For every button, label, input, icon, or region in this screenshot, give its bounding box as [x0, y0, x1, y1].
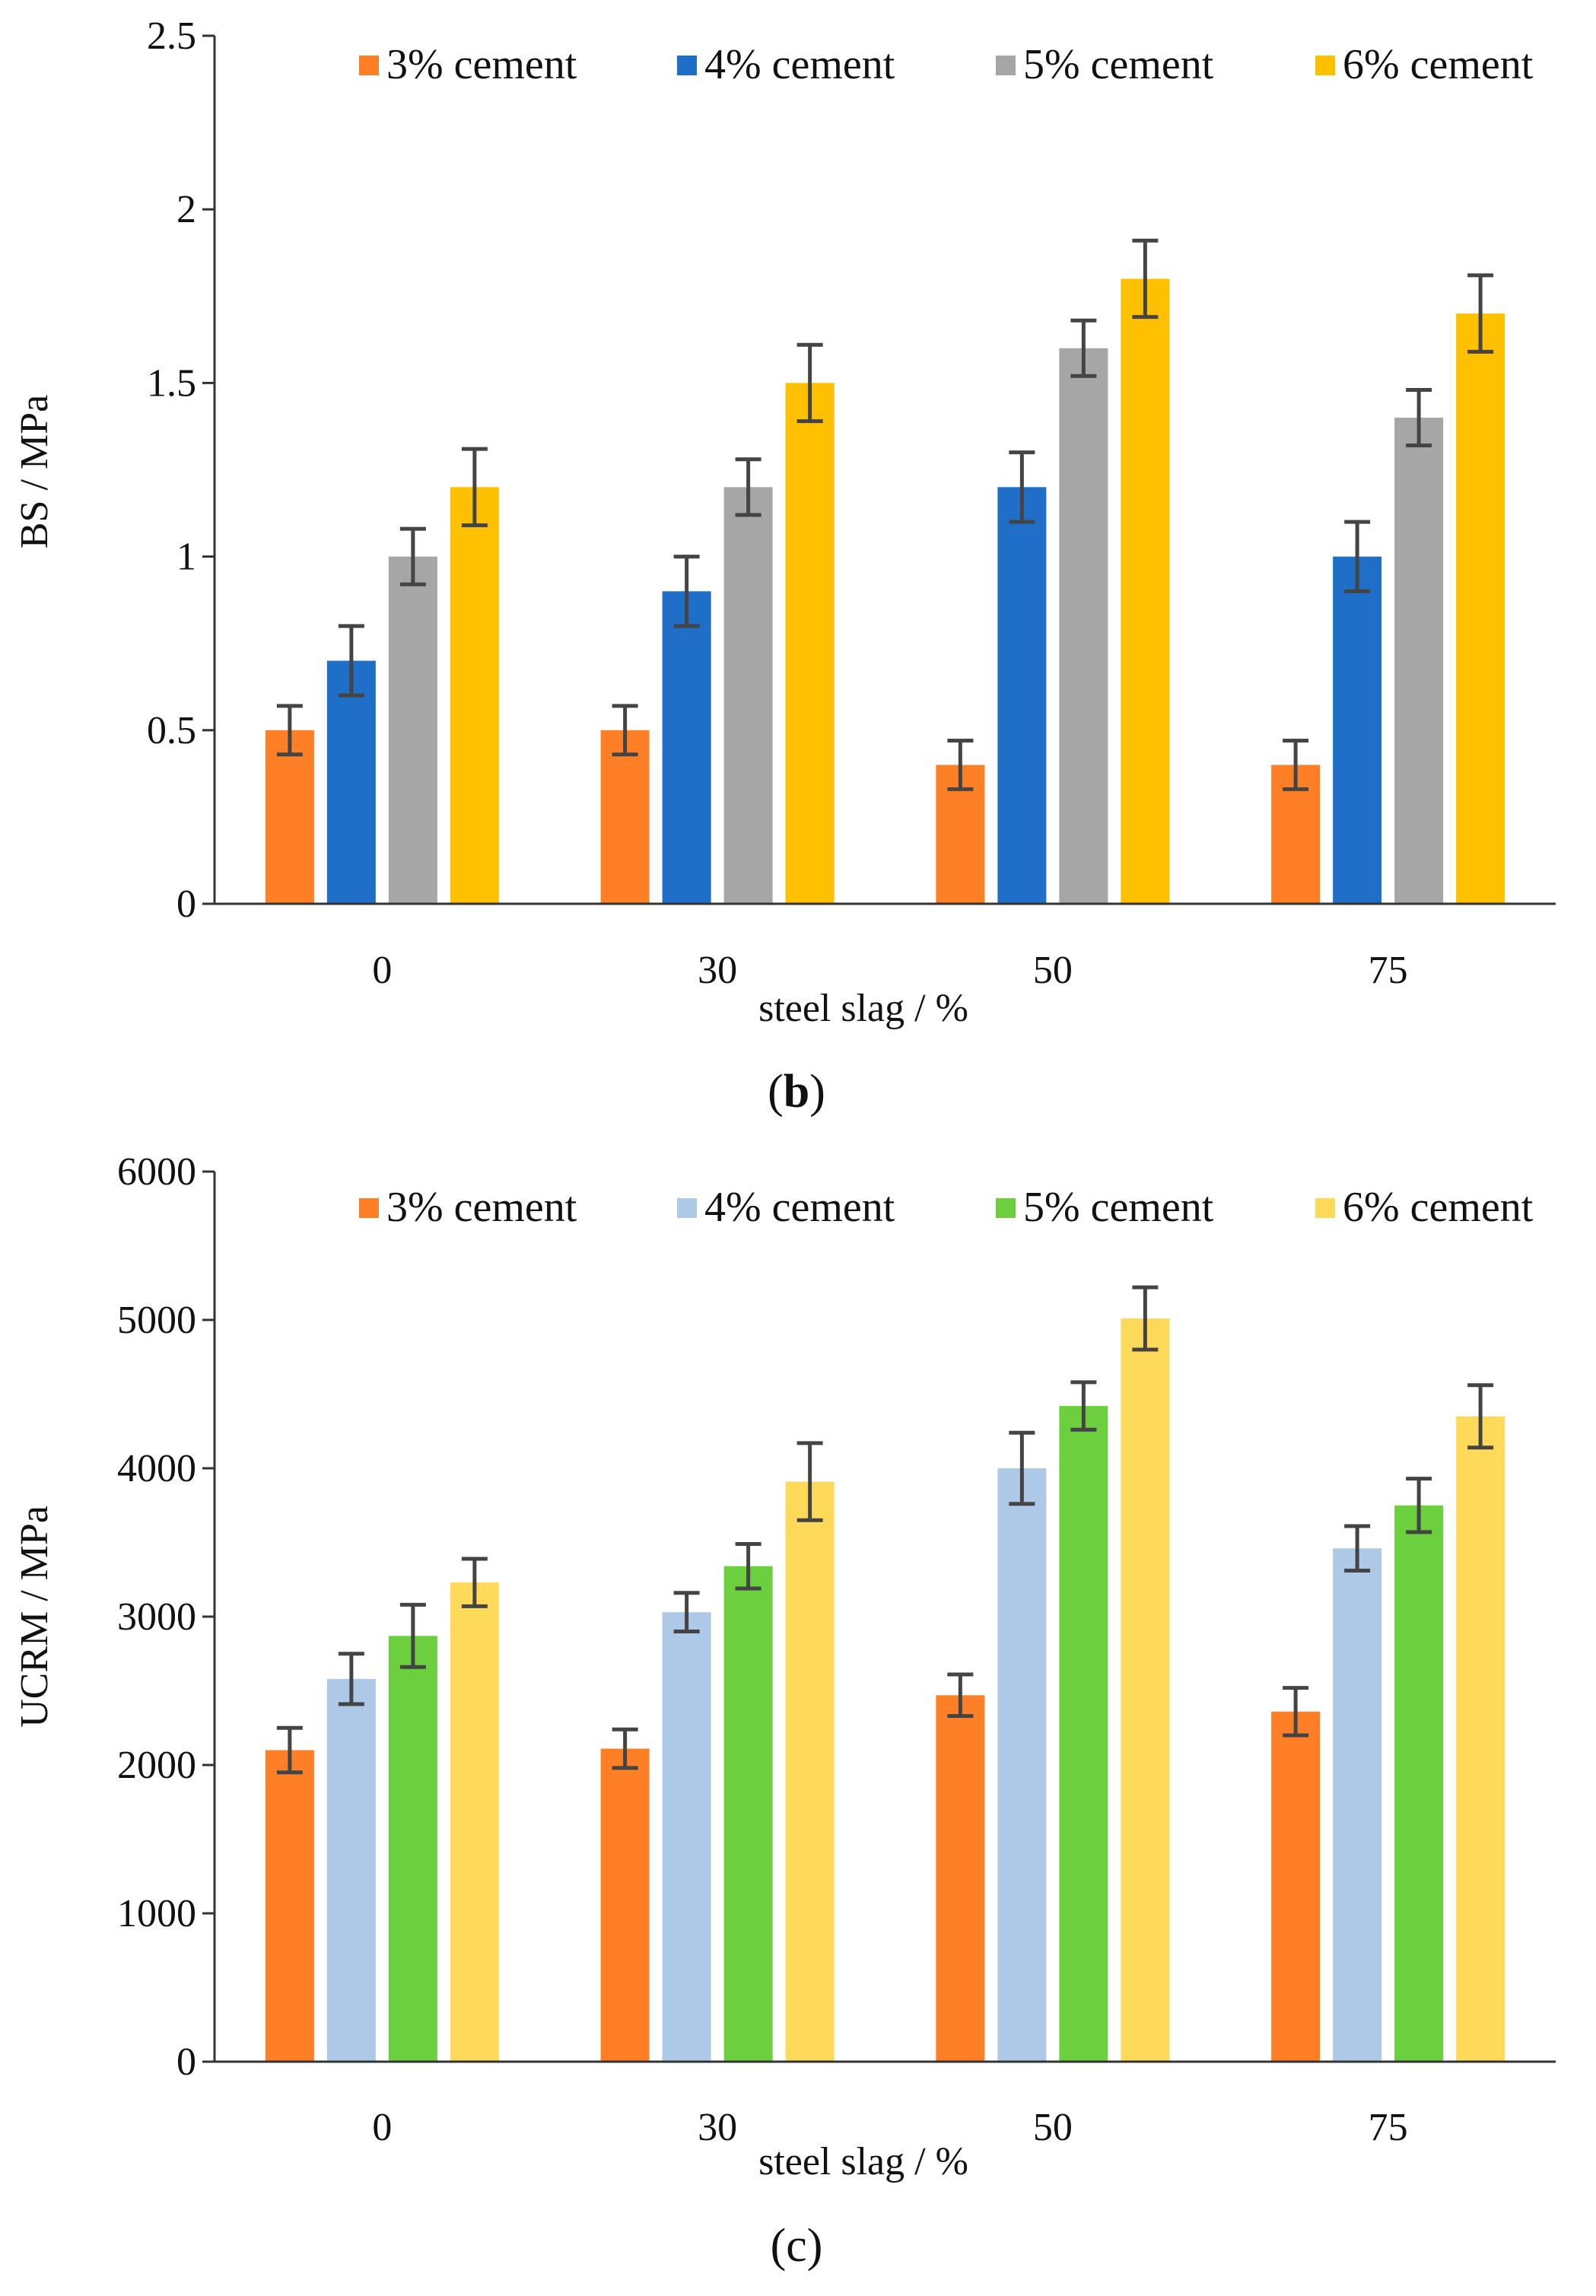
- legend-label-b: 6% cement: [1343, 41, 1534, 88]
- plot-area-c: 0 1000 2000 3000 4000 5000 6000 0 30 50 75 3% cemen…: [117, 1150, 1534, 2149]
- bar-c: [326, 1678, 376, 2062]
- bar-c: [388, 1636, 437, 2062]
- bar-c: [723, 1566, 773, 2062]
- x-tick-label-b: 50: [1033, 949, 1073, 992]
- x-tick-label-b: 0: [372, 949, 392, 992]
- y-tick-label-c: 1000: [117, 1892, 196, 1935]
- panel-label-c-letter: c: [786, 2220, 807, 2272]
- y-tick-label-c: 6000: [117, 1150, 196, 1194]
- legend-swatch-b: [996, 56, 1016, 75]
- legend-swatch-c: [996, 1198, 1016, 1218]
- y-tick-label-c: 0: [176, 2040, 196, 2084]
- bar-c: [936, 1695, 985, 2062]
- bar-b: [1121, 278, 1170, 905]
- y-tick-label-c: 3000: [117, 1595, 196, 1639]
- legend-label-b: 3% cement: [386, 41, 577, 88]
- panel-label-b: (b): [768, 1066, 825, 1118]
- bar-c: [1456, 1416, 1505, 2062]
- bar-c: [1121, 1318, 1170, 2062]
- y-tick-label-b: 0: [176, 882, 196, 926]
- x-tick-label-b: 30: [698, 949, 737, 992]
- bar-b: [997, 487, 1047, 904]
- bar-c: [1394, 1505, 1444, 2062]
- legend-label-b: 4% cement: [704, 41, 895, 88]
- bar-c: [997, 1468, 1047, 2062]
- y-tick-label-b: 2.5: [147, 14, 196, 58]
- x-tick-label-b: 75: [1369, 949, 1408, 992]
- bar-b: [1059, 348, 1108, 904]
- bar-b: [326, 660, 376, 904]
- y-tick-label-c: 2000: [117, 1744, 196, 1787]
- x-tick-label-c: 30: [698, 2106, 737, 2149]
- legend-label-c: 5% cement: [1023, 1184, 1214, 1231]
- legend-label-c: 4% cement: [704, 1184, 895, 1231]
- bar-c: [1333, 1548, 1382, 2062]
- bar-b: [1394, 418, 1444, 904]
- y-axis-title-c: UCRM / MPa: [13, 1506, 56, 1728]
- legend-label-b: 5% cement: [1023, 41, 1214, 88]
- x-axis-title-c: steel slag / %: [758, 2140, 968, 2183]
- x-tick-label-c: 75: [1369, 2106, 1408, 2149]
- bar-b: [450, 487, 499, 904]
- bar-c: [450, 1582, 499, 2062]
- x-tick-label-c: 0: [372, 2106, 392, 2149]
- y-tick-label-b: 1: [176, 536, 196, 579]
- y-axis-title-b: BS / MPa: [13, 395, 56, 549]
- bar-b: [662, 591, 711, 904]
- y-tick-label-b: 0.5: [147, 709, 196, 752]
- legend-label-c: 6% cement: [1343, 1184, 1534, 1231]
- bar-b: [1333, 556, 1382, 904]
- legend-label-c: 3% cement: [386, 1184, 577, 1231]
- y-tick-label-c: 5000: [117, 1299, 196, 1342]
- legend-swatch-c: [677, 1198, 697, 1218]
- bar-b: [265, 730, 314, 904]
- bar-b: [600, 730, 650, 904]
- bar-c: [1059, 1406, 1108, 2062]
- legend-swatch-c: [359, 1198, 379, 1218]
- bar-c: [662, 1612, 711, 2062]
- y-tick-label-b: 1.5: [147, 361, 196, 405]
- panel-label-b-letter: b: [784, 1066, 809, 1118]
- bar-b: [785, 383, 835, 904]
- bar-b: [723, 487, 773, 904]
- y-tick-label-c: 4000: [117, 1447, 196, 1490]
- legend-swatch-c: [1315, 1198, 1335, 1218]
- panel-label-c: (c): [771, 2220, 823, 2272]
- bar-c: [600, 1748, 650, 2062]
- bar-c: [1271, 1711, 1321, 2062]
- legend-swatch-b: [359, 56, 379, 75]
- x-tick-label-c: 50: [1033, 2106, 1073, 2149]
- legend-swatch-b: [1315, 56, 1335, 75]
- y-tick-label-b: 2: [176, 188, 196, 231]
- x-axis-title-b: steel slag / %: [758, 987, 968, 1030]
- chart-panel-b: 0 0.5 1 1.5 2 2.5 0 30 50 75 3% cement 4% cement 5% …: [13, 14, 1556, 1118]
- plot-area-b: 0 0.5 1 1.5 2 2.5 0 30 50 75 3% cement 4% cement 5% …: [147, 14, 1534, 992]
- chart-panel-c: 0 1000 2000 3000 4000 5000 6000 0 30 50 75 3% cemen…: [13, 1150, 1556, 2272]
- bar-b: [1456, 313, 1505, 904]
- bar-c: [265, 1750, 314, 2062]
- legend-swatch-b: [677, 56, 697, 75]
- bar-c: [785, 1481, 835, 2062]
- bar-b: [388, 556, 437, 904]
